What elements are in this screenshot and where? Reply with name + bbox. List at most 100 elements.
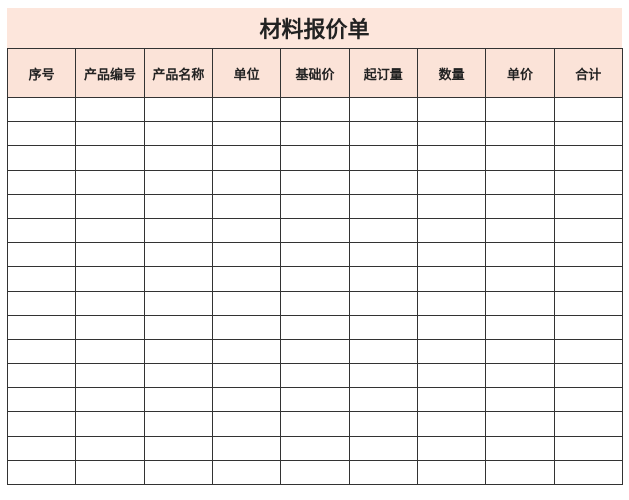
table-cell[interactable]	[75, 242, 145, 268]
table-cell[interactable]	[348, 121, 418, 147]
table-cell[interactable]	[348, 435, 418, 461]
table-cell[interactable]	[143, 217, 213, 244]
table-cell[interactable]	[553, 96, 624, 123]
table-cell[interactable]	[485, 169, 555, 195]
table-cell[interactable]	[416, 242, 487, 268]
table-cell[interactable]	[485, 435, 555, 461]
table-cell[interactable]	[75, 266, 145, 292]
table-cell[interactable]	[280, 387, 350, 413]
table-cell[interactable]	[143, 459, 213, 486]
table-cell[interactable]	[143, 193, 213, 219]
table-cell[interactable]	[348, 459, 418, 486]
table-cell[interactable]	[485, 96, 555, 123]
table-cell[interactable]	[143, 314, 213, 340]
table-cell[interactable]	[6, 435, 77, 461]
table-cell[interactable]	[553, 314, 624, 340]
table-cell[interactable]	[416, 96, 487, 123]
table-cell[interactable]	[553, 363, 624, 389]
table-cell[interactable]	[6, 96, 77, 123]
table-cell[interactable]	[348, 217, 418, 244]
table-cell[interactable]	[75, 169, 145, 195]
table-cell[interactable]	[348, 96, 418, 123]
table-cell[interactable]	[143, 121, 213, 147]
table-cell[interactable]	[211, 314, 282, 340]
table-cell[interactable]	[416, 459, 487, 486]
table-cell[interactable]	[75, 314, 145, 340]
table-cell[interactable]	[553, 338, 624, 365]
table-cell[interactable]	[348, 314, 418, 340]
table-cell[interactable]	[416, 338, 487, 365]
table-cell[interactable]	[485, 121, 555, 147]
table-cell[interactable]	[485, 266, 555, 292]
table-cell[interactable]	[485, 411, 555, 437]
table-cell[interactable]	[75, 290, 145, 316]
table-cell[interactable]	[211, 193, 282, 219]
table-cell[interactable]	[75, 338, 145, 365]
table-cell[interactable]	[553, 459, 624, 486]
table-cell[interactable]	[348, 387, 418, 413]
table-cell[interactable]	[75, 411, 145, 437]
table-cell[interactable]	[348, 338, 418, 365]
table-cell[interactable]	[485, 193, 555, 219]
table-cell[interactable]	[348, 169, 418, 195]
table-cell[interactable]	[211, 266, 282, 292]
table-cell[interactable]	[416, 121, 487, 147]
table-cell[interactable]	[280, 169, 350, 195]
table-cell[interactable]	[348, 363, 418, 389]
table-cell[interactable]	[143, 145, 213, 171]
table-cell[interactable]	[6, 169, 77, 195]
table-cell[interactable]	[6, 314, 77, 340]
table-cell[interactable]	[75, 459, 145, 486]
table-cell[interactable]	[553, 387, 624, 413]
table-cell[interactable]	[280, 121, 350, 147]
table-cell[interactable]	[280, 242, 350, 268]
table-cell[interactable]	[553, 145, 624, 171]
table-cell[interactable]	[280, 363, 350, 389]
table-cell[interactable]	[416, 193, 487, 219]
table-cell[interactable]	[280, 314, 350, 340]
table-cell[interactable]	[280, 217, 350, 244]
table-cell[interactable]	[416, 290, 487, 316]
table-cell[interactable]	[416, 363, 487, 389]
table-cell[interactable]	[485, 290, 555, 316]
table-cell[interactable]	[75, 435, 145, 461]
table-cell[interactable]	[280, 338, 350, 365]
table-cell[interactable]	[553, 242, 624, 268]
table-cell[interactable]	[348, 266, 418, 292]
table-cell[interactable]	[348, 411, 418, 437]
table-cell[interactable]	[280, 435, 350, 461]
table-cell[interactable]	[416, 314, 487, 340]
table-cell[interactable]	[485, 145, 555, 171]
table-cell[interactable]	[211, 459, 282, 486]
table-cell[interactable]	[75, 193, 145, 219]
table-cell[interactable]	[143, 363, 213, 389]
table-cell[interactable]	[553, 290, 624, 316]
table-cell[interactable]	[280, 96, 350, 123]
table-cell[interactable]	[6, 266, 77, 292]
table-cell[interactable]	[6, 242, 77, 268]
table-cell[interactable]	[211, 169, 282, 195]
table-cell[interactable]	[75, 217, 145, 244]
table-cell[interactable]	[485, 363, 555, 389]
table-cell[interactable]	[416, 411, 487, 437]
table-cell[interactable]	[348, 193, 418, 219]
table-cell[interactable]	[211, 387, 282, 413]
table-cell[interactable]	[280, 193, 350, 219]
table-cell[interactable]	[553, 435, 624, 461]
table-cell[interactable]	[143, 169, 213, 195]
table-cell[interactable]	[143, 290, 213, 316]
table-cell[interactable]	[6, 459, 77, 486]
table-cell[interactable]	[416, 145, 487, 171]
table-cell[interactable]	[6, 290, 77, 316]
table-cell[interactable]	[6, 387, 77, 413]
table-cell[interactable]	[75, 96, 145, 123]
table-cell[interactable]	[348, 242, 418, 268]
table-cell[interactable]	[6, 338, 77, 365]
table-cell[interactable]	[143, 242, 213, 268]
table-cell[interactable]	[6, 121, 77, 147]
table-cell[interactable]	[6, 217, 77, 244]
table-cell[interactable]	[485, 459, 555, 486]
table-cell[interactable]	[416, 266, 487, 292]
table-cell[interactable]	[485, 217, 555, 244]
table-cell[interactable]	[211, 96, 282, 123]
